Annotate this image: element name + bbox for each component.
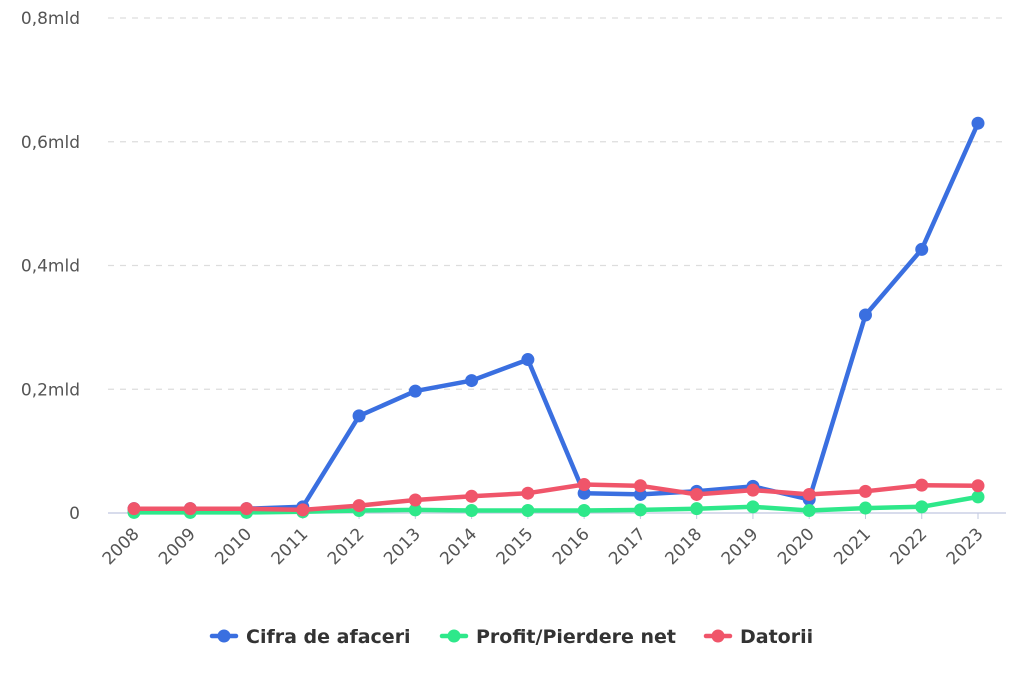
y-tick-label: 0,8mld [21,9,80,29]
y-tick-label: 0,6mld [21,133,80,153]
data-point[interactable] [408,503,422,517]
legend-item[interactable]: Datorii [703,626,813,648]
data-point[interactable] [746,483,760,497]
data-point[interactable] [858,484,872,498]
x-tick-label: 2022 [887,524,932,569]
x-axis: 2008 2009 2010 2011 2012 2013 2014 2015 2016 2017… [99,513,988,569]
data-point[interactable] [690,487,704,501]
x-tick-label: 2018 [661,524,706,569]
legend[interactable]: Cifra de afaceri Profit/Pierdere net Dator… [209,626,813,648]
data-point[interactable] [465,374,479,388]
series-1 [127,490,985,519]
data-point[interactable] [746,500,760,514]
series-line [131,120,981,511]
data-point[interactable] [465,504,479,518]
data-point[interactable] [971,479,985,493]
series-area [127,116,985,519]
data-point[interactable] [352,499,366,513]
data-point[interactable] [127,502,141,516]
series-line [131,494,981,515]
data-point[interactable] [633,479,647,493]
x-tick-label: 2015 [493,524,538,569]
series-0 [127,116,985,516]
data-point[interactable] [633,503,647,517]
data-point[interactable] [858,501,872,515]
legend-label: Datorii [740,626,813,648]
data-point[interactable] [183,502,197,516]
data-point[interactable] [521,353,535,367]
data-point[interactable] [521,504,535,518]
legend-dot-marker [711,629,725,643]
x-tick-label: 2014 [436,524,481,569]
x-tick-label: 2021 [830,524,875,569]
x-tick-label: 2016 [549,524,594,569]
data-point[interactable] [465,489,479,503]
x-tick-label: 2008 [99,524,144,569]
data-point[interactable] [577,504,591,518]
data-point[interactable] [971,490,985,504]
data-point[interactable] [408,493,422,507]
x-tick-label: 2011 [268,524,313,569]
data-point[interactable] [802,487,816,501]
y-tick-label: 0,2mld [21,380,80,400]
y-tick-label: 0,4mld [21,257,80,277]
y-tick-label: 0 [69,504,80,524]
x-tick-label: 2020 [774,524,819,569]
series-2 [127,478,985,517]
data-point[interactable] [915,500,929,514]
data-point[interactable] [915,242,929,256]
data-point[interactable] [296,503,310,517]
legend-item[interactable]: Cifra de afaceri [209,626,411,648]
data-point[interactable] [915,478,929,492]
x-tick-label: 2012 [324,524,369,569]
legend-label: Cifra de afaceri [246,626,411,648]
data-point[interactable] [352,409,366,423]
data-point[interactable] [802,504,816,518]
x-tick-label: 2009 [155,524,200,569]
data-point[interactable] [240,502,254,516]
gridlines [108,17,1006,514]
x-tick-label: 2017 [605,524,650,569]
data-point[interactable] [521,486,535,500]
x-tick-label: 2013 [380,524,425,569]
x-tick-label: 2010 [211,524,256,569]
legend-item[interactable]: Profit/Pierdere net [439,626,676,648]
data-point[interactable] [858,308,872,322]
legend-dot-marker [447,629,461,643]
x-tick-label: 2023 [943,524,988,569]
legend-dot-marker [217,629,231,643]
series-line [131,482,981,513]
y-axis: 0 0,2mld 0,4mld 0,6mld 0,8mld [21,9,80,524]
legend-label: Profit/Pierdere net [476,626,676,648]
data-point[interactable] [971,116,985,130]
data-point[interactable] [577,478,591,492]
data-point[interactable] [690,502,704,516]
x-tick-label: 2019 [718,524,763,569]
data-point[interactable] [408,384,422,398]
